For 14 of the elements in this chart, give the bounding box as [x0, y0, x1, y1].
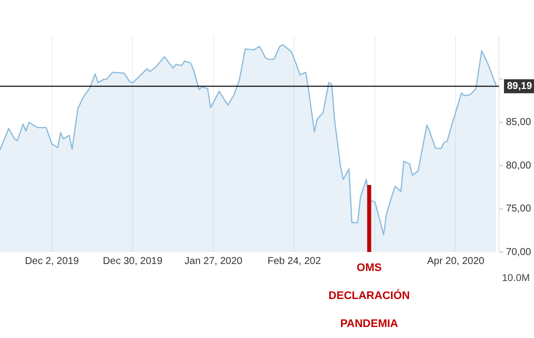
- x-tick-label: Dec 2, 2019: [24, 256, 80, 267]
- y-tick-label: 70,00: [506, 246, 532, 258]
- x-tick-label: Feb 24, 202: [268, 256, 322, 267]
- x-tick-label: Dec 30, 2019: [102, 256, 163, 267]
- text: 10.0M: [502, 272, 530, 284]
- ref-line-label: 89,19: [506, 80, 532, 92]
- x-tick-label: Apr 20, 2020: [427, 256, 485, 267]
- y-tick-label: 85,00: [506, 117, 532, 128]
- y-tick-label: 80,00: [506, 160, 532, 172]
- ref-line-label: OMS: [356, 262, 382, 274]
- y-tick-label: 75,00: [506, 204, 532, 215]
- text: DECLARACIÓN: [328, 289, 410, 302]
- text: PANDEMIA: [340, 318, 398, 330]
- x-tick-label: Jan 27, 2020: [184, 256, 243, 267]
